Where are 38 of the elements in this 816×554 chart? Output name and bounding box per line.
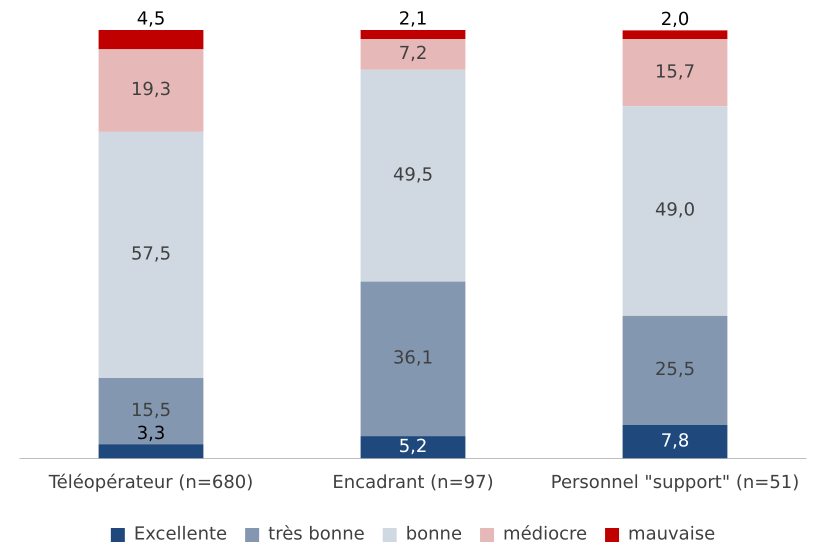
bar xyxy=(622,425,728,458)
data-label: 36,1 xyxy=(392,348,434,369)
bar xyxy=(98,49,204,132)
data-label: 4,5 xyxy=(136,8,166,30)
data-label: 2,1 xyxy=(398,8,428,30)
bar xyxy=(98,132,204,378)
data-label: 15,7 xyxy=(654,61,696,82)
bar xyxy=(360,436,466,458)
bar xyxy=(98,444,204,458)
bar xyxy=(360,70,466,282)
data-label: 7,2 xyxy=(398,43,428,64)
bar xyxy=(622,38,728,106)
data-label: 25,5 xyxy=(654,359,696,380)
x-tick-label: Personnel "support" (n=51) xyxy=(550,472,800,493)
data-label: 49,5 xyxy=(392,164,434,186)
bar xyxy=(622,106,728,316)
x-tick-label: Téléopérateur (n=680) xyxy=(48,472,254,493)
data-label: 5,2 xyxy=(398,436,428,457)
legend-label: très bonne xyxy=(268,524,365,545)
bar xyxy=(98,30,204,50)
bar xyxy=(622,316,728,426)
data-label: 7,8 xyxy=(660,430,690,452)
data-label: 15,5 xyxy=(130,400,172,421)
bar xyxy=(622,30,728,39)
data-label: 19,3 xyxy=(130,79,172,100)
data-label: 2,0 xyxy=(660,9,690,30)
legend-label: mauvaise xyxy=(628,524,716,545)
data-label: 57,5 xyxy=(130,244,172,265)
bar xyxy=(98,378,204,444)
x-tick-label: Encadrant (n=97) xyxy=(332,472,494,493)
bar xyxy=(360,38,466,70)
data-label: 3,3 xyxy=(136,422,166,444)
legend-label: Excellente xyxy=(134,524,228,545)
legend-label: médiocre xyxy=(503,524,588,545)
bar xyxy=(360,282,466,436)
legend-label: bonne xyxy=(406,524,462,545)
bar xyxy=(360,30,466,39)
data-label: 49,0 xyxy=(654,200,696,221)
